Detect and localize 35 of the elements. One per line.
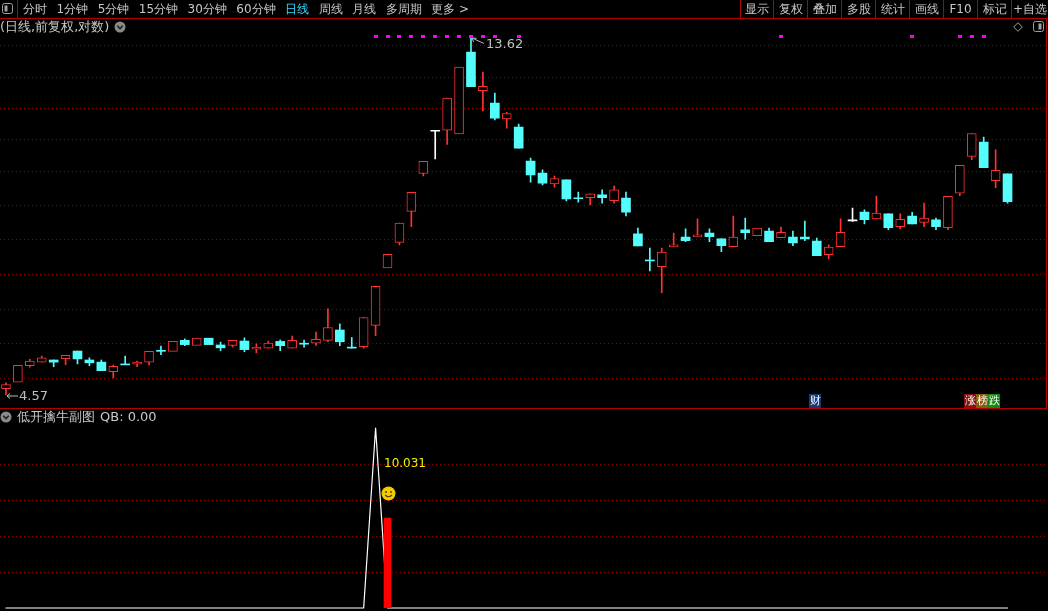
text: 标记 — [982, 2, 1007, 16]
annotation: 10.031 — [384, 456, 426, 470]
text: 30分钟 — [187, 2, 227, 16]
text: 多股 — [846, 2, 871, 16]
text: 画线 — [914, 2, 939, 16]
chart-title: 低开擒牛副图 — [17, 409, 95, 424]
text: 15分钟 — [138, 2, 179, 16]
text: 日线 — [285, 2, 310, 16]
text: 分时 — [23, 2, 47, 16]
text: 叠加 — [812, 2, 837, 16]
text: 更多 > — [431, 2, 469, 16]
candlestick — [478, 71, 488, 112]
annotation: 财 — [809, 394, 821, 408]
text: 月线 — [352, 2, 377, 16]
text: 多周期 — [385, 2, 422, 16]
candlestick — [156, 345, 166, 355]
candlestick — [919, 202, 929, 228]
candlestick — [203, 337, 214, 345]
annotation: 涨榜跌 — [964, 394, 1000, 408]
text: 周线 — [318, 2, 343, 16]
text: F10 — [949, 2, 972, 16]
text: 1分钟 — [56, 2, 89, 16]
annotation: 13.62 — [486, 36, 524, 51]
text: 统计 — [880, 2, 905, 16]
text: 5分钟 — [97, 2, 130, 16]
candlestick — [191, 337, 202, 346]
candlestick — [13, 365, 23, 383]
text: +自选 — [1012, 2, 1048, 16]
text: 复权 — [778, 2, 803, 16]
annotation: 4.57 — [19, 388, 48, 403]
text: 60分钟 — [236, 2, 276, 16]
chart-title: (日线,前复权,对数) — [0, 19, 110, 34]
candlestick — [430, 129, 441, 160]
text: QB: 0.00 — [100, 409, 157, 424]
text: 显示 — [745, 2, 769, 16]
